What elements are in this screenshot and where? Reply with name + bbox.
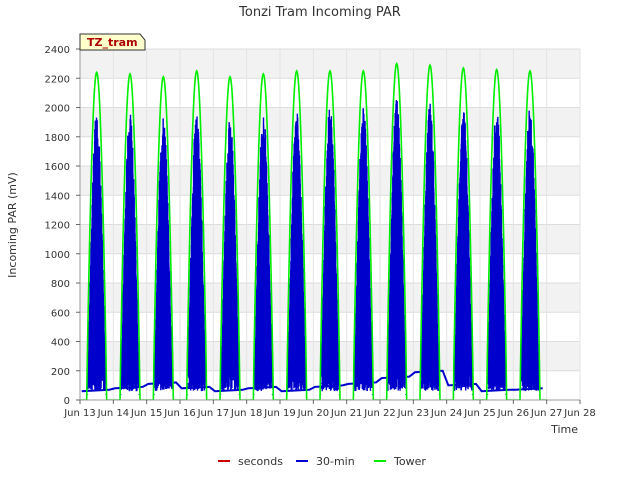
- y-tick-label: 600: [51, 308, 70, 319]
- y-tick-label: 1600: [45, 162, 70, 173]
- y-tick-label: 800: [51, 279, 70, 290]
- y-ticks: 0 200 400 600 800 1000 1200 1400 1600 1800 2000 220…: [45, 45, 80, 407]
- x-tick-label: Jun 16: [163, 408, 196, 419]
- series-tower-line: [80, 61, 547, 400]
- x-tick-label: Jun 27: [530, 408, 563, 419]
- series-30min-baseline: [81, 369, 543, 393]
- y-tick-label: 1200: [45, 221, 70, 232]
- legend: seconds 30-min Tower: [218, 455, 426, 468]
- y-tick-label: 400: [51, 338, 70, 349]
- y-tick-label: 1000: [45, 250, 70, 261]
- x-tick-label: Jun 22: [363, 408, 396, 419]
- plot-band: [80, 49, 580, 79]
- y-tick-label: 2200: [45, 74, 70, 85]
- y-tick-label: 200: [51, 367, 70, 378]
- x-tick-label: Jun 18: [230, 408, 263, 419]
- badge-box: [79, 33, 146, 51]
- x-tick-label: Jun 13: [63, 408, 96, 419]
- series-30min-bursts: [86, 100, 540, 396]
- legend-label: seconds: [238, 455, 283, 468]
- x-tick-label: Jun 26: [497, 408, 530, 419]
- y-tick-label: 1400: [45, 191, 70, 202]
- site-badge: TZ_tram: [79, 33, 146, 51]
- x-tick-label: Jun 23: [397, 408, 430, 419]
- chart-title: Tonzi Tram Incoming PAR: [238, 5, 401, 20]
- x-tick-label: Jun 15: [130, 408, 163, 419]
- x-tick-label: Jun 20: [297, 408, 330, 419]
- y-axis-label: Incoming PAR (mV): [6, 172, 19, 278]
- y-tick-label: 2000: [45, 104, 70, 115]
- x-ticks: Jun 13 Jun 14 Jun 15 Jun 16 Jun 17 Jun 18 Jun …: [63, 400, 596, 419]
- plot-band: [80, 78, 580, 108]
- x-tick-label: Jun 17: [197, 408, 230, 419]
- y-tick-label: 0: [64, 396, 70, 407]
- x-axis-label: Time: [550, 423, 578, 436]
- x-tick-label: Jun 25: [463, 408, 496, 419]
- x-tick-label: Jun 28: [563, 408, 596, 419]
- x-tick-label: Jun 21: [330, 408, 363, 419]
- x-tick-label: Jun 14: [97, 408, 130, 419]
- badge-text: TZ_tram: [87, 36, 138, 49]
- legend-label: 30-min: [316, 455, 355, 468]
- series-layer: [80, 61, 547, 400]
- legend-label: Tower: [393, 455, 426, 468]
- y-tick-label: 2400: [45, 45, 70, 56]
- x-tick-label: Jun 24: [430, 408, 463, 419]
- x-tick-label: Jun 19: [263, 408, 296, 419]
- y-tick-label: 1800: [45, 133, 70, 144]
